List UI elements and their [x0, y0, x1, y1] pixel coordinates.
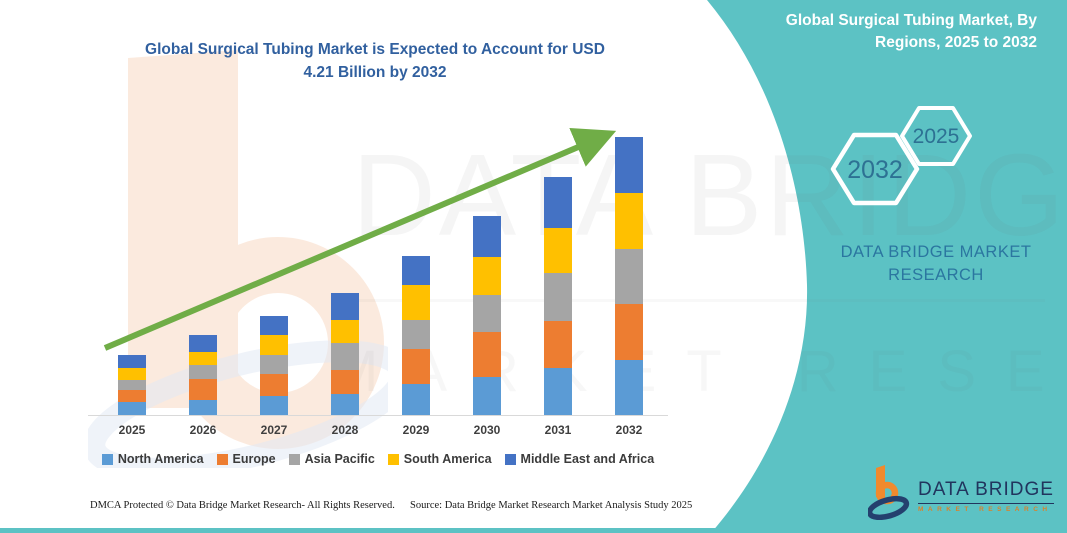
bar-2028: [331, 293, 359, 415]
panel-title-line1: Global Surgical Tubing Market, By: [785, 12, 1037, 29]
x-axis-label-2025: 2025: [118, 423, 146, 437]
bar-segment-2031-europe: [544, 321, 572, 368]
hexagon-2025: [900, 106, 972, 166]
bar-segment-2025-south-america: [118, 368, 146, 380]
bar-segment-2030-asia-pacific: [473, 295, 501, 332]
bar-segment-2029-middle-east-and-africa: [402, 256, 430, 285]
chart-legend: North America Europe Asia Pacific South Ame…: [78, 452, 678, 466]
chart-title: Global Surgical Tubing Market is Expecte…: [65, 38, 685, 84]
bar-segment-2032-middle-east-and-africa: [615, 137, 643, 193]
brand-text-line2: RESEARCH: [888, 266, 984, 284]
legend-item-north-america: North America: [101, 452, 204, 466]
bar-segment-2029-europe: [402, 349, 430, 384]
legend-label-middle-east-and-africa: Middle East and Africa: [520, 452, 655, 466]
bar-segment-2026-europe: [189, 379, 217, 400]
bar-segment-2032-south-america: [615, 193, 643, 249]
hexagon-2032: [830, 132, 920, 206]
bar-segment-2026-asia-pacific: [189, 365, 217, 379]
bar-segment-2025-europe: [118, 390, 146, 402]
bar-segment-2027-europe: [260, 374, 288, 396]
bar-2031: [544, 177, 572, 415]
bar-segment-2032-north-america: [615, 360, 643, 415]
bar-2025: [118, 355, 146, 415]
bar-segment-2027-south-america: [260, 335, 288, 355]
bar-segment-2030-north-america: [473, 377, 501, 415]
bar-segment-2025-asia-pacific: [118, 380, 146, 390]
bar-segment-2029-asia-pacific: [402, 320, 430, 349]
bar-2027: [260, 316, 288, 415]
year-hexagons: [830, 106, 972, 206]
x-axis-label-2030: 2030: [473, 423, 501, 437]
panel-title-line2: Regions, 2025 to 2032: [875, 34, 1037, 51]
bar-segment-2028-europe: [331, 370, 359, 394]
bottom-accent-bar: [0, 528, 1067, 533]
legend-swatch-asia-pacific: [288, 453, 300, 465]
bar-segment-2025-north-america: [118, 402, 146, 415]
bar-segment-2026-south-america: [189, 352, 217, 365]
bar-segment-2030-middle-east-and-africa: [473, 216, 501, 257]
bar-segment-2031-middle-east-and-africa: [544, 177, 572, 228]
legend-label-south-america: South America: [403, 452, 492, 466]
legend-swatch-europe: [216, 453, 228, 465]
legend-swatch-middle-east-and-africa: [504, 453, 516, 465]
x-axis-label-2029: 2029: [402, 423, 430, 437]
bar-segment-2030-south-america: [473, 257, 501, 295]
x-axis-year-labels: 2025 2026 2027 2028 2029 2030 2031 2032: [88, 423, 668, 439]
bar-segment-2026-north-america: [189, 400, 217, 415]
legend-label-asia-pacific: Asia Pacific: [304, 452, 375, 466]
x-axis-label-2032: 2032: [615, 423, 643, 437]
logo-subtitle: MARKET RESEARCH: [918, 506, 1052, 513]
bar-2026: [189, 335, 217, 415]
hexagon-year-2025-label: 2025: [912, 125, 960, 148]
bar-segment-2029-north-america: [402, 384, 430, 415]
x-axis-label-2028: 2028: [331, 423, 359, 437]
bar-segment-2025-middle-east-and-africa: [118, 355, 146, 368]
footer-dmca-text: DMCA Protected © Data Bridge Market Rese…: [90, 500, 395, 511]
bar-segment-2028-asia-pacific: [331, 343, 359, 370]
legend-swatch-north-america: [101, 453, 113, 465]
bar-segment-2030-europe: [473, 332, 501, 377]
legend-label-north-america: North America: [117, 452, 204, 466]
bar-2032: [615, 137, 643, 415]
databridge-logo-mark: [868, 465, 910, 520]
bar-2030: [473, 216, 501, 415]
footer-source-text: Source: Data Bridge Market Research Mark…: [410, 500, 693, 511]
bar-segment-2027-north-america: [260, 396, 288, 415]
x-axis-label-2027: 2027: [260, 423, 288, 437]
brand-text: DATA BRIDGE MARKET RESEARCH: [808, 241, 1064, 287]
legend-label-europe: Europe: [232, 452, 276, 466]
bar-segment-2031-north-america: [544, 368, 572, 415]
legend-swatch-south-america: [387, 453, 399, 465]
panel-title: Global Surgical Tubing Market, By Region…: [707, 10, 1037, 54]
x-axis-label-2026: 2026: [189, 423, 217, 437]
bar-segment-2032-asia-pacific: [615, 249, 643, 304]
logo-name: DATA BRIDGE: [918, 479, 1054, 504]
bar-segment-2027-middle-east-and-africa: [260, 316, 288, 335]
chart-title-line1: Global Surgical Tubing Market is Expecte…: [145, 41, 605, 58]
bar-segment-2026-middle-east-and-africa: [189, 335, 217, 352]
x-axis-label-2031: 2031: [544, 423, 572, 437]
bar-2029: [402, 256, 430, 415]
legend-item-south-america: South America: [387, 452, 492, 466]
legend-item-asia-pacific: Asia Pacific: [288, 452, 375, 466]
bar-segment-2029-south-america: [402, 285, 430, 320]
bar-segment-2032-europe: [615, 304, 643, 360]
hexagon-year-2032-label: 2032: [847, 156, 903, 184]
bar-segment-2028-north-america: [331, 394, 359, 415]
databridge-logo: DATA BRIDGE MARKET RESEARCH: [868, 464, 1054, 520]
stacked-bar-chart: [88, 120, 668, 416]
legend-item-middle-east-and-africa: Middle East and Africa: [504, 452, 655, 466]
legend-item-europe: Europe: [216, 452, 276, 466]
brand-text-line1: DATA BRIDGE MARKET: [840, 243, 1032, 261]
bar-segment-2031-south-america: [544, 228, 572, 273]
chart-title-line2: 4.21 Billion by 2032: [303, 64, 447, 81]
bar-segment-2028-south-america: [331, 320, 359, 343]
bar-segment-2028-middle-east-and-africa: [331, 293, 359, 320]
bar-segment-2031-asia-pacific: [544, 273, 572, 321]
bar-segment-2027-asia-pacific: [260, 355, 288, 374]
